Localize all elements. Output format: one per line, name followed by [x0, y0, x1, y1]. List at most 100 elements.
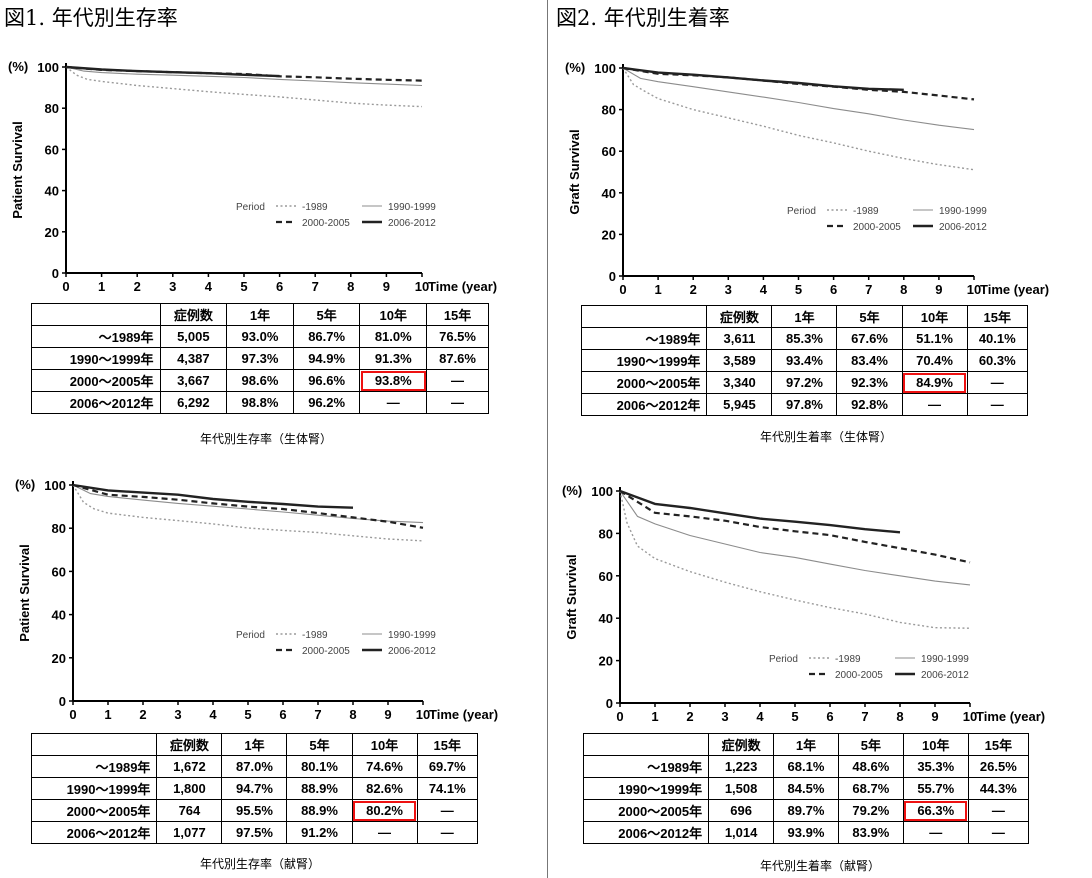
y-axis-title: Patient Survival: [17, 544, 32, 642]
table-header-cell: 10年: [902, 733, 969, 756]
x-tick-label: 9: [383, 279, 390, 294]
row-label-cell: 1990～1999年: [582, 777, 710, 800]
row-label-cell: ～1989年: [30, 755, 158, 778]
row-label-cell: 2006～2012年: [580, 393, 708, 416]
table-row: ～1989年 1,223 68.1% 48.6% 35.3% 26.5%: [582, 755, 1030, 778]
y-unit-label: (%): [562, 483, 582, 498]
table-cell: 93.9%: [773, 821, 839, 844]
y-tick-label: 20: [599, 654, 613, 669]
legend-label: 1990-1999: [388, 202, 436, 213]
x-tick-label: 6: [279, 707, 286, 722]
table-cell: 97.3%: [226, 347, 294, 370]
table-2-caption: 年代別生着率（生体腎）: [760, 430, 893, 444]
y-tick-label: 60: [52, 564, 66, 579]
table-header-cell: [31, 303, 161, 326]
patient-survival-living-table: 症例数 1年 5年 10年 15年 ～1989年 5,005 93.0% 86.7% 81.0% 7…: [31, 303, 489, 414]
series-line-2006-2012: [619, 489, 901, 534]
legend-label: 1990-1999: [388, 630, 436, 641]
y-tick-label: 60: [45, 142, 59, 157]
table-cell: ―: [359, 391, 428, 414]
table-row: 2000～2005年 3,667 98.6% 96.6% 93.8% ―: [31, 369, 489, 392]
y-axis-title: Patient Survival: [10, 121, 25, 219]
series-line-2000-2005: [72, 483, 424, 529]
table-cell: 60.3%: [966, 349, 1029, 372]
table-header-row: 症例数 1年 5年 10年 15年: [31, 303, 489, 326]
table-row: 2000～2005年 3,340 97.2% 92.3% 84.9% ―: [580, 371, 1029, 394]
x-tick-label: 7: [861, 709, 868, 724]
x-tick-label: 8: [900, 282, 907, 297]
y-tick-label: 100: [37, 60, 59, 75]
x-axis-title: Time (year): [428, 279, 497, 294]
series-line-to-1989: [622, 67, 975, 171]
table-header-cell: 1年: [773, 733, 839, 756]
series-line-1990-1999: [72, 484, 424, 524]
table-cell: 93.0%: [226, 325, 294, 348]
table-cell: 80.1%: [286, 755, 353, 778]
table-1-caption: 年代別生存率（生体腎）: [200, 432, 333, 446]
legend-label: 1990-1999: [939, 206, 987, 217]
table-cell: 44.3%: [967, 777, 1030, 800]
table-cell: ―: [966, 393, 1029, 416]
y-tick-label: 80: [599, 526, 613, 541]
table-cell: 1,800: [156, 777, 223, 800]
table-cell: 1,014: [708, 821, 775, 844]
table-row: 1990～1999年 4,387 97.3% 94.9% 91.3% 87.6%: [31, 347, 489, 370]
legend-title: Period: [236, 202, 265, 213]
x-tick-label: 2: [690, 282, 697, 297]
y-tick-label: 100: [594, 61, 616, 76]
table-cell: 1,223: [708, 755, 775, 778]
table-cell: 87.0%: [221, 755, 288, 778]
table-header-cell: 10年: [901, 305, 968, 328]
table-header-cell: 10年: [351, 733, 418, 756]
legend-label: 2000-2005: [835, 670, 883, 681]
table-row: 1990～1999年 1,800 94.7% 88.9% 82.6% 74.1%: [30, 777, 479, 800]
legend-label: 2006-2012: [921, 670, 969, 681]
y-tick-label: 0: [606, 696, 613, 711]
table-cell: 82.6%: [351, 777, 418, 800]
legend-label: 2000-2005: [853, 222, 901, 233]
table-cell: 764: [156, 799, 223, 822]
series-line-2006-2012: [72, 483, 354, 509]
table-cell: 67.6%: [836, 327, 903, 350]
table-cell: 3,667: [159, 369, 228, 392]
table-cell: ―: [902, 821, 969, 844]
patient-survival-deceased-table: 症例数 1年 5年 10年 15年 ～1989年 1,672 87.0% 80.1% 74.6% 6…: [30, 733, 479, 844]
row-label-cell: 2006～2012年: [30, 821, 158, 844]
x-tick-label: 10: [963, 709, 977, 724]
table-cell: 1,077: [156, 821, 223, 844]
table-cell: 69.7%: [416, 755, 479, 778]
x-tick-label: 4: [760, 282, 768, 297]
legend-label: -1989: [853, 206, 879, 217]
table-cell: 1,508: [708, 777, 775, 800]
y-tick-label: 20: [52, 651, 66, 666]
graft-survival-living-table: 症例数 1年 5年 10年 15年 ～1989年 3,611 85.3% 67.6% 51.1% 4…: [580, 305, 1029, 416]
y-tick-label: 0: [52, 266, 59, 281]
table-header-cell: [582, 733, 710, 756]
table-row: ～1989年 1,672 87.0% 80.1% 74.6% 69.7%: [30, 755, 479, 778]
table-cell: 74.6%: [351, 755, 418, 778]
panel-divider: [547, 0, 548, 878]
table-header-cell: [30, 733, 158, 756]
x-axis-title: Time (year): [980, 282, 1049, 297]
series-line-1990-1999: [622, 67, 975, 131]
row-label-cell: 1990～1999年: [31, 347, 161, 370]
table-cell: 51.1%: [901, 327, 968, 350]
table-header-cell: 5年: [836, 305, 903, 328]
table-row: 2000～2005年 764 95.5% 88.9% 80.2% ―: [30, 799, 479, 822]
x-tick-label: 5: [795, 282, 802, 297]
y-tick-label: 100: [44, 478, 66, 493]
row-label-cell: 2000～2005年: [582, 799, 710, 822]
x-tick-label: 8: [349, 707, 356, 722]
series-line-1990-1999: [619, 490, 971, 586]
row-label-cell: 1990～1999年: [30, 777, 158, 800]
legend-title: Period: [769, 654, 798, 665]
legend-label: 2000-2005: [302, 218, 350, 229]
x-tick-label: 0: [69, 707, 76, 722]
table-cell: 35.3%: [902, 755, 969, 778]
y-tick-label: 40: [602, 186, 616, 201]
x-tick-label: 4: [756, 709, 764, 724]
y-tick-label: 20: [45, 225, 59, 240]
table-cell: 97.5%: [221, 821, 288, 844]
table-row: 1990～1999年 3,589 93.4% 83.4% 70.4% 60.3%: [580, 349, 1029, 372]
